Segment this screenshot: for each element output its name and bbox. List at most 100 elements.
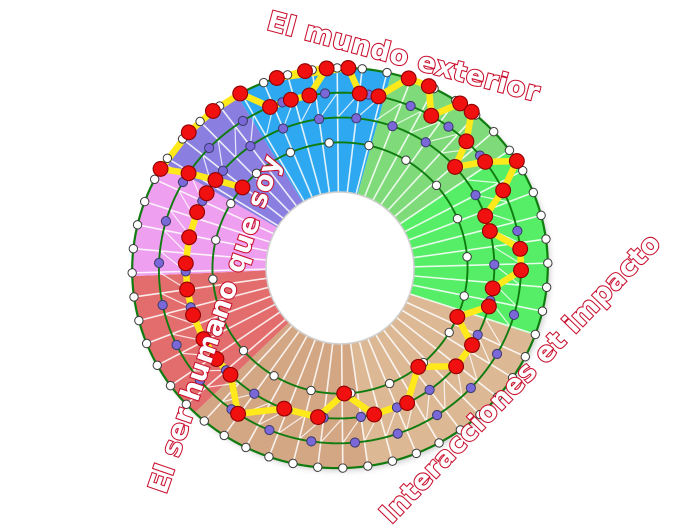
highlight-node[interactable] (336, 385, 353, 402)
highlight-node[interactable] (230, 405, 247, 422)
ring-node[interactable] (349, 437, 361, 448)
ring-node[interactable] (288, 458, 298, 469)
highlight-node[interactable] (448, 358, 465, 375)
highlight-node[interactable] (262, 98, 279, 116)
highlight-node[interactable] (477, 208, 494, 225)
ring-node[interactable] (405, 100, 416, 112)
highlight-node[interactable] (301, 87, 318, 104)
highlight-node[interactable] (268, 70, 285, 87)
highlight-node[interactable] (318, 60, 335, 77)
highlight-node[interactable] (449, 308, 466, 325)
ring-node[interactable] (258, 77, 269, 88)
ring-node[interactable] (387, 456, 398, 466)
ring-node[interactable] (241, 442, 251, 453)
ring-node[interactable] (319, 88, 331, 99)
highlight-node[interactable] (185, 307, 202, 324)
ring-node[interactable] (491, 348, 503, 360)
ring-node[interactable] (181, 399, 191, 410)
ring-node[interactable] (512, 225, 523, 237)
ring-node[interactable] (306, 436, 317, 447)
highlight-node[interactable] (297, 63, 314, 80)
ring-node[interactable] (152, 360, 162, 370)
highlight-node[interactable] (208, 351, 225, 368)
ring-node[interactable] (139, 196, 150, 207)
highlight-node[interactable] (340, 59, 357, 77)
ring-node[interactable] (452, 213, 463, 224)
ring-node[interactable] (211, 235, 221, 245)
ring-node[interactable] (128, 244, 139, 254)
ring-node[interactable] (537, 306, 548, 316)
ring-node[interactable] (269, 371, 279, 381)
ring-node[interactable] (208, 274, 218, 284)
ring-node[interactable] (432, 409, 443, 421)
ring-node[interactable] (543, 258, 553, 268)
ring-node[interactable] (363, 461, 373, 471)
highlight-node[interactable] (481, 223, 499, 240)
ring-node[interactable] (160, 216, 172, 227)
highlight-node[interactable] (207, 172, 224, 189)
ring-node[interactable] (355, 411, 367, 423)
ring-node[interactable] (520, 351, 531, 362)
highlight-node[interactable] (177, 255, 194, 272)
ring-node[interactable] (149, 174, 160, 185)
ring-node[interactable] (382, 67, 392, 78)
ring-node[interactable] (162, 153, 173, 164)
highlight-node[interactable] (480, 298, 498, 315)
highlight-node[interactable] (508, 153, 525, 170)
ring-node[interactable] (472, 329, 483, 341)
highlight-node[interactable] (189, 204, 206, 221)
ring-node[interactable] (492, 392, 503, 402)
ring-node[interactable] (226, 198, 236, 209)
ring-node[interactable] (401, 155, 411, 165)
ring-node[interactable] (306, 385, 316, 396)
highlight-node[interactable] (477, 153, 494, 170)
highlight-node[interactable] (447, 158, 464, 176)
ring-node[interactable] (171, 339, 182, 351)
ring-node[interactable] (444, 327, 454, 338)
ring-node[interactable] (351, 113, 362, 124)
ring-node[interactable] (165, 380, 176, 391)
highlight-node[interactable] (198, 185, 215, 202)
highlight-node[interactable] (180, 124, 197, 141)
ring-node[interactable] (127, 268, 137, 278)
ring-node[interactable] (217, 312, 228, 323)
ring-node[interactable] (132, 220, 143, 230)
ring-node[interactable] (313, 462, 323, 472)
ring-node[interactable] (459, 291, 469, 301)
highlight-node[interactable] (232, 85, 249, 102)
highlight-node[interactable] (484, 280, 501, 297)
ring-node[interactable] (541, 234, 551, 244)
highlight-node[interactable] (370, 88, 387, 105)
ring-node[interactable] (338, 463, 348, 473)
highlight-node[interactable] (463, 103, 480, 120)
ring-node[interactable] (462, 252, 472, 262)
highlight-node[interactable] (366, 406, 383, 423)
highlight-node[interactable] (282, 91, 300, 108)
ring-node[interactable] (357, 64, 367, 74)
ring-node[interactable] (238, 345, 249, 356)
ring-node[interactable] (157, 299, 168, 311)
highlight-node[interactable] (222, 366, 239, 383)
ring-node[interactable] (541, 282, 552, 292)
ring-node[interactable] (204, 142, 215, 154)
highlight-node[interactable] (410, 358, 427, 375)
ring-node[interactable] (219, 430, 229, 441)
ring-node[interactable] (489, 259, 500, 270)
ring-node[interactable] (465, 382, 476, 394)
ring-node[interactable] (313, 113, 325, 125)
ring-node[interactable] (504, 145, 515, 156)
ring-node[interactable] (141, 338, 152, 349)
highlight-node[interactable] (495, 182, 512, 199)
ring-node[interactable] (285, 147, 296, 158)
highlight-node[interactable] (399, 395, 416, 412)
ring-node[interactable] (199, 416, 209, 426)
ring-node[interactable] (424, 384, 435, 395)
highlight-node[interactable] (195, 331, 212, 348)
highlight-node[interactable] (276, 400, 293, 417)
highlight-node[interactable] (179, 281, 196, 298)
ring-node[interactable] (431, 180, 442, 191)
highlight-node[interactable] (423, 107, 440, 124)
highlight-node[interactable] (452, 95, 469, 112)
ring-node[interactable] (153, 257, 165, 269)
highlight-node[interactable] (512, 240, 529, 257)
